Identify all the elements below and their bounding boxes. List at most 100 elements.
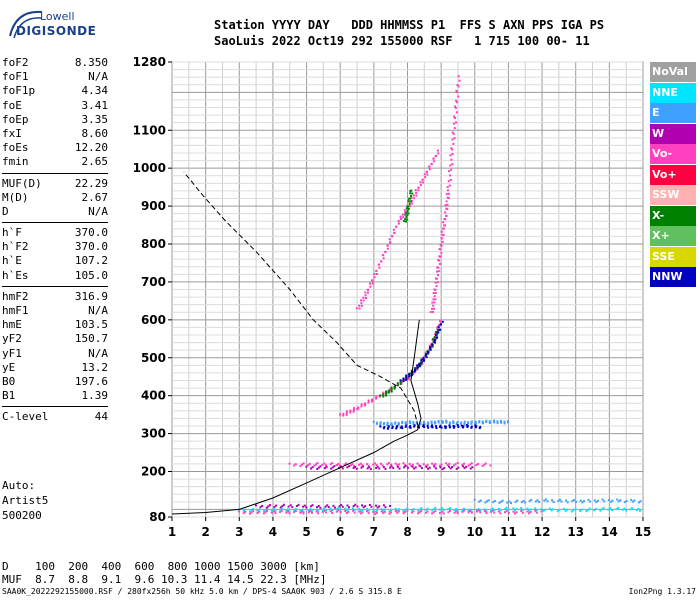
trace-dot bbox=[362, 506, 365, 509]
trace-dot bbox=[254, 504, 257, 507]
trace-dot bbox=[440, 420, 443, 423]
trace-dot bbox=[507, 508, 510, 511]
trace-dot bbox=[386, 247, 389, 250]
trace-dot bbox=[446, 203, 449, 206]
trace-dot bbox=[437, 326, 440, 329]
trace-dot bbox=[493, 419, 496, 422]
trace-dot bbox=[300, 510, 303, 513]
trace-dot bbox=[402, 512, 405, 515]
version-label: Ion2Png 1.3.17 bbox=[628, 587, 696, 596]
trace-dot bbox=[433, 301, 436, 304]
trace-dot bbox=[302, 510, 305, 513]
trace-dot bbox=[436, 270, 439, 273]
trace-dot bbox=[424, 511, 427, 514]
trace-dot bbox=[396, 509, 399, 512]
trace-dot bbox=[437, 324, 440, 327]
trace-dot bbox=[587, 498, 590, 501]
trace-dot bbox=[558, 509, 561, 512]
trace-dot bbox=[396, 382, 399, 385]
trace-dot bbox=[375, 466, 378, 469]
trace-dot bbox=[299, 464, 302, 467]
trace-dot bbox=[358, 307, 361, 310]
trace-dot bbox=[419, 183, 422, 186]
trace-dot bbox=[441, 468, 444, 471]
trace-dot bbox=[459, 422, 462, 425]
trace-dot bbox=[453, 127, 456, 130]
param-label: foF2 bbox=[2, 56, 29, 69]
trace-dot bbox=[309, 510, 312, 513]
param-row: fxI 8.60 bbox=[2, 127, 108, 141]
param-label: MUF(D) bbox=[2, 176, 42, 190]
trace-dot bbox=[285, 509, 288, 512]
param-label: M(D) bbox=[2, 190, 29, 204]
trace-dot bbox=[548, 507, 551, 510]
trace-dot bbox=[380, 508, 383, 511]
trace-dot bbox=[426, 510, 429, 513]
trace-dot bbox=[431, 307, 434, 310]
trace-dot bbox=[385, 392, 388, 395]
x-tick-label: 1 bbox=[168, 525, 176, 539]
trace-dot bbox=[355, 307, 358, 310]
trace-dot bbox=[344, 507, 347, 510]
trace-dot bbox=[323, 509, 326, 512]
trace-dot bbox=[400, 425, 403, 428]
trace-dot bbox=[436, 274, 439, 277]
trace-dot bbox=[424, 176, 427, 179]
param-row: foF1p 4.34 bbox=[2, 84, 108, 98]
trace-dot bbox=[441, 420, 444, 423]
trace-dot bbox=[331, 509, 334, 512]
trace-dot bbox=[411, 465, 414, 468]
trace-dot bbox=[407, 212, 410, 215]
trace-dot bbox=[564, 509, 567, 512]
trace-dot bbox=[600, 508, 603, 511]
trace-dot bbox=[310, 509, 313, 512]
trace-dot bbox=[408, 462, 411, 465]
param-value: 12.20 bbox=[74, 141, 108, 155]
trace-dot bbox=[447, 465, 450, 468]
trace-dot bbox=[418, 508, 421, 511]
trace-dot bbox=[415, 420, 418, 423]
trace-dot bbox=[259, 506, 262, 509]
trace-dot bbox=[426, 173, 429, 176]
trace-dot bbox=[348, 465, 351, 468]
footer-info: SAA0K_2022292155000.RSF / 280fx256h 50 k… bbox=[2, 587, 402, 596]
trace-dot bbox=[379, 422, 382, 425]
trace-dot bbox=[315, 508, 318, 511]
y-tick-label: 600 bbox=[141, 313, 166, 327]
legend-item-x: X+ bbox=[650, 226, 696, 247]
x-tick-label: 5 bbox=[302, 525, 310, 539]
auto-line3: 500200 bbox=[2, 509, 42, 522]
trace-dot bbox=[601, 498, 604, 501]
trace-dot bbox=[546, 500, 549, 503]
trace-dot bbox=[417, 186, 420, 189]
trace-dot bbox=[429, 343, 432, 346]
x-tick-label: 12 bbox=[534, 525, 551, 539]
trace-dot bbox=[360, 302, 363, 305]
trace-dot bbox=[485, 510, 488, 513]
trace-dot bbox=[396, 384, 399, 387]
trace-dot bbox=[417, 509, 420, 512]
trace-dot bbox=[383, 510, 386, 513]
trace-dot bbox=[319, 506, 322, 509]
trace-dot bbox=[448, 507, 451, 510]
trace-dot bbox=[407, 207, 410, 210]
trace-dot bbox=[520, 509, 523, 512]
trace-dot bbox=[244, 510, 247, 513]
trace-dot bbox=[446, 196, 449, 199]
trace-dot bbox=[444, 211, 447, 214]
trace-dot bbox=[413, 424, 416, 427]
trace-dot bbox=[478, 500, 481, 503]
trace-dot bbox=[500, 419, 503, 422]
trace-dot bbox=[354, 465, 357, 468]
auto-scaling-info: Auto: Artist5 500200 bbox=[2, 478, 48, 523]
trace-dot bbox=[433, 160, 436, 163]
trace-dot bbox=[443, 466, 446, 469]
trace-dot bbox=[339, 413, 342, 416]
trace-dot bbox=[261, 504, 264, 507]
trace-dot bbox=[411, 463, 414, 466]
trace-dot bbox=[445, 207, 448, 210]
trace-dot bbox=[310, 511, 313, 514]
trace-dot bbox=[291, 506, 294, 509]
x-tick-label: 14 bbox=[601, 525, 618, 539]
trace-dot bbox=[412, 510, 415, 513]
